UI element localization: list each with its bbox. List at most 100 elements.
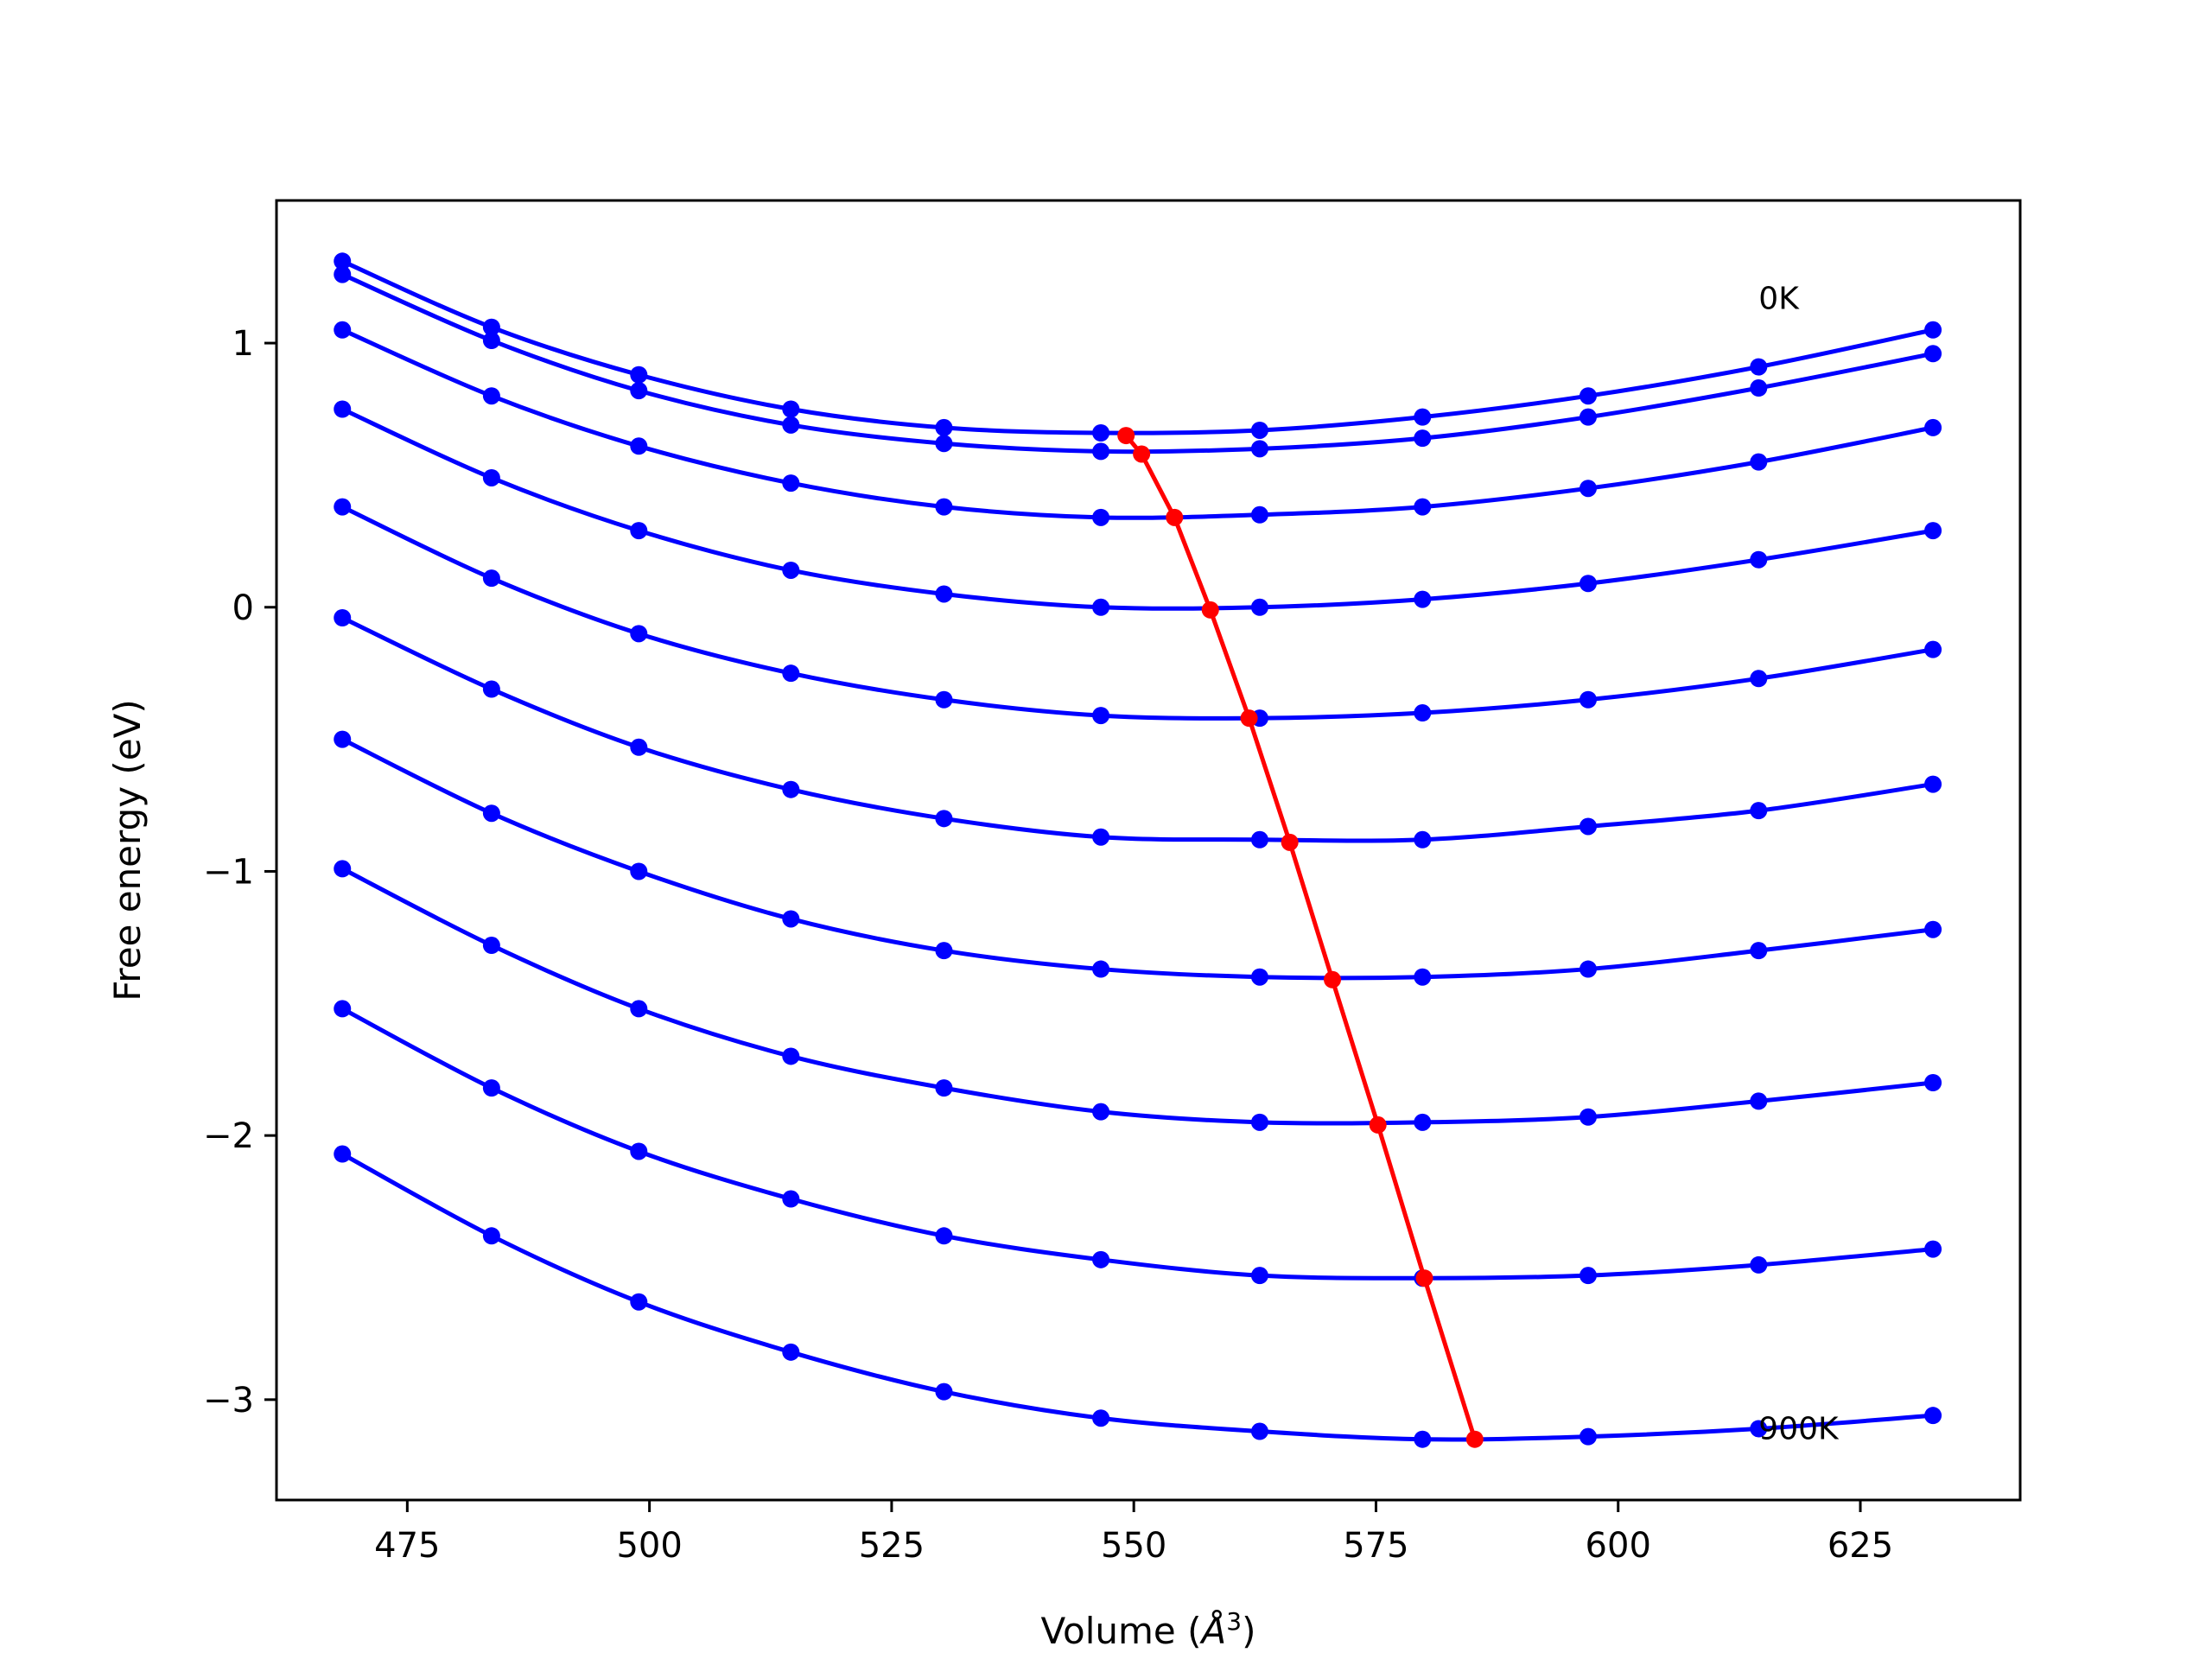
annotation-1: 900K: [1758, 1412, 1840, 1447]
minima-point-0: [1117, 427, 1135, 445]
series-1-point-7: [1414, 429, 1432, 448]
series-9-point-6: [1250, 1422, 1268, 1440]
series-7-point-10: [1924, 1074, 1942, 1092]
series-8-point-2: [630, 1142, 648, 1160]
series-4-point-8: [1579, 690, 1597, 709]
series-1-point-1: [482, 332, 500, 350]
series-9-point-9: [1750, 1420, 1768, 1438]
series-5-point-4: [935, 810, 953, 828]
series-7-point-5: [1092, 1103, 1110, 1121]
series-5-point-0: [334, 608, 352, 626]
series-0-point-5: [1092, 424, 1110, 442]
series-2-point-5: [1092, 508, 1110, 526]
series-0-point-4: [935, 418, 953, 436]
series-5-point-6: [1250, 830, 1268, 849]
series-6-point-0: [334, 730, 352, 748]
series-2: [334, 321, 1942, 526]
series-2-point-6: [1250, 505, 1268, 524]
series-3-point-0: [334, 400, 352, 418]
series-1-point-5: [1092, 442, 1110, 461]
series-0-point-0: [334, 252, 352, 270]
series-0-point-1: [482, 318, 500, 336]
series-4-point-3: [782, 664, 800, 683]
series-2-point-8: [1579, 480, 1597, 498]
annotation-0: 0K: [1758, 281, 1800, 316]
minima-point-3: [1201, 601, 1219, 619]
minima-line: [1124, 434, 1478, 1440]
series-7-point-6: [1250, 1113, 1268, 1131]
series-6-point-2: [630, 862, 648, 880]
series-8-point-0: [334, 1000, 352, 1018]
minima-point-9: [1465, 1430, 1484, 1448]
series-2-point-4: [935, 498, 953, 516]
series-3-point-6: [1250, 598, 1268, 616]
series-3-point-9: [1750, 550, 1768, 569]
series-3-point-10: [1924, 522, 1942, 540]
series-1-point-3: [782, 416, 800, 434]
series-8-point-4: [935, 1227, 953, 1245]
series-4: [334, 498, 1942, 728]
series-5-point-3: [782, 780, 800, 798]
series-5-point-2: [630, 738, 648, 756]
series-5-point-8: [1579, 817, 1597, 836]
series-5-point-7: [1414, 830, 1432, 849]
series-3-point-5: [1092, 598, 1110, 616]
x-tick-label-625: 625: [1827, 1526, 1893, 1566]
x-tick-label-525: 525: [859, 1526, 925, 1566]
series-6-point-1: [482, 804, 500, 823]
series-1-point-10: [1924, 345, 1942, 363]
series-1-point-0: [334, 265, 352, 283]
series-1: [334, 265, 1942, 461]
minima-point-6: [1324, 970, 1342, 988]
annotations: 0K 900K: [1758, 281, 1840, 1446]
series-9-point-10: [1924, 1407, 1942, 1425]
x-tick-label-500: 500: [616, 1526, 682, 1566]
series-9: [334, 1145, 1942, 1448]
series-0: [334, 252, 1942, 442]
series-6-point-4: [935, 942, 953, 960]
series-7-point-3: [782, 1047, 800, 1065]
series-6: [334, 730, 1942, 986]
series-2-point-7: [1414, 498, 1432, 516]
y-tick-label-4: −3: [203, 1381, 254, 1421]
plot-frame: [275, 199, 2022, 1502]
minima-series: [1117, 427, 1484, 1448]
y-axis-label: Free energy (eV): [106, 699, 149, 1001]
series-8-point-1: [482, 1079, 500, 1097]
series-0-point-8: [1579, 387, 1597, 405]
series-0-point-3: [782, 400, 800, 418]
series-9-point-7: [1414, 1430, 1432, 1448]
minima-point-7: [1369, 1116, 1387, 1134]
series-2-point-2: [630, 437, 648, 455]
x-tick-label-600: 600: [1586, 1526, 1651, 1566]
y-axis-ticks: 1 0 −1 −2 −3: [203, 324, 276, 1421]
series-2-point-9: [1750, 453, 1768, 471]
series-5-point-9: [1750, 802, 1768, 820]
series-2-point-1: [482, 387, 500, 405]
series-6-point-5: [1092, 960, 1110, 978]
x-axis-label: Volume (Å3): [1041, 1607, 1256, 1653]
series-1-point-9: [1750, 379, 1768, 397]
plot-marks: [334, 252, 1942, 1448]
series-2-point-0: [334, 321, 352, 339]
series-9-point-2: [630, 1293, 648, 1311]
series-4-point-4: [935, 690, 953, 709]
series-4-point-5: [1092, 707, 1110, 725]
series-9-point-4: [935, 1382, 953, 1401]
minima-point-1: [1133, 445, 1151, 463]
series-4-point-7: [1414, 704, 1432, 722]
series-7-point-1: [482, 937, 500, 955]
series-5-point-10: [1924, 775, 1942, 793]
x-tick-label-575: 575: [1343, 1526, 1408, 1566]
series-6-point-6: [1250, 968, 1268, 986]
y-tick-label-0: 1: [232, 324, 254, 364]
series-7-point-7: [1414, 1113, 1432, 1131]
minima-point-2: [1166, 508, 1184, 526]
minima-point-8: [1415, 1269, 1433, 1287]
series-8-point-8: [1579, 1267, 1597, 1285]
series-9-point-1: [482, 1227, 500, 1245]
series-8-point-3: [782, 1190, 800, 1208]
series-6-point-8: [1579, 960, 1597, 978]
minima-point-4: [1240, 709, 1258, 728]
series-0-point-9: [1750, 358, 1768, 376]
